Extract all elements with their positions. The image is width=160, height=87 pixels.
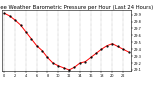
Title: Milwaukee Weather Barometric Pressure per Hour (Last 24 Hours): Milwaukee Weather Barometric Pressure pe… (0, 5, 154, 10)
